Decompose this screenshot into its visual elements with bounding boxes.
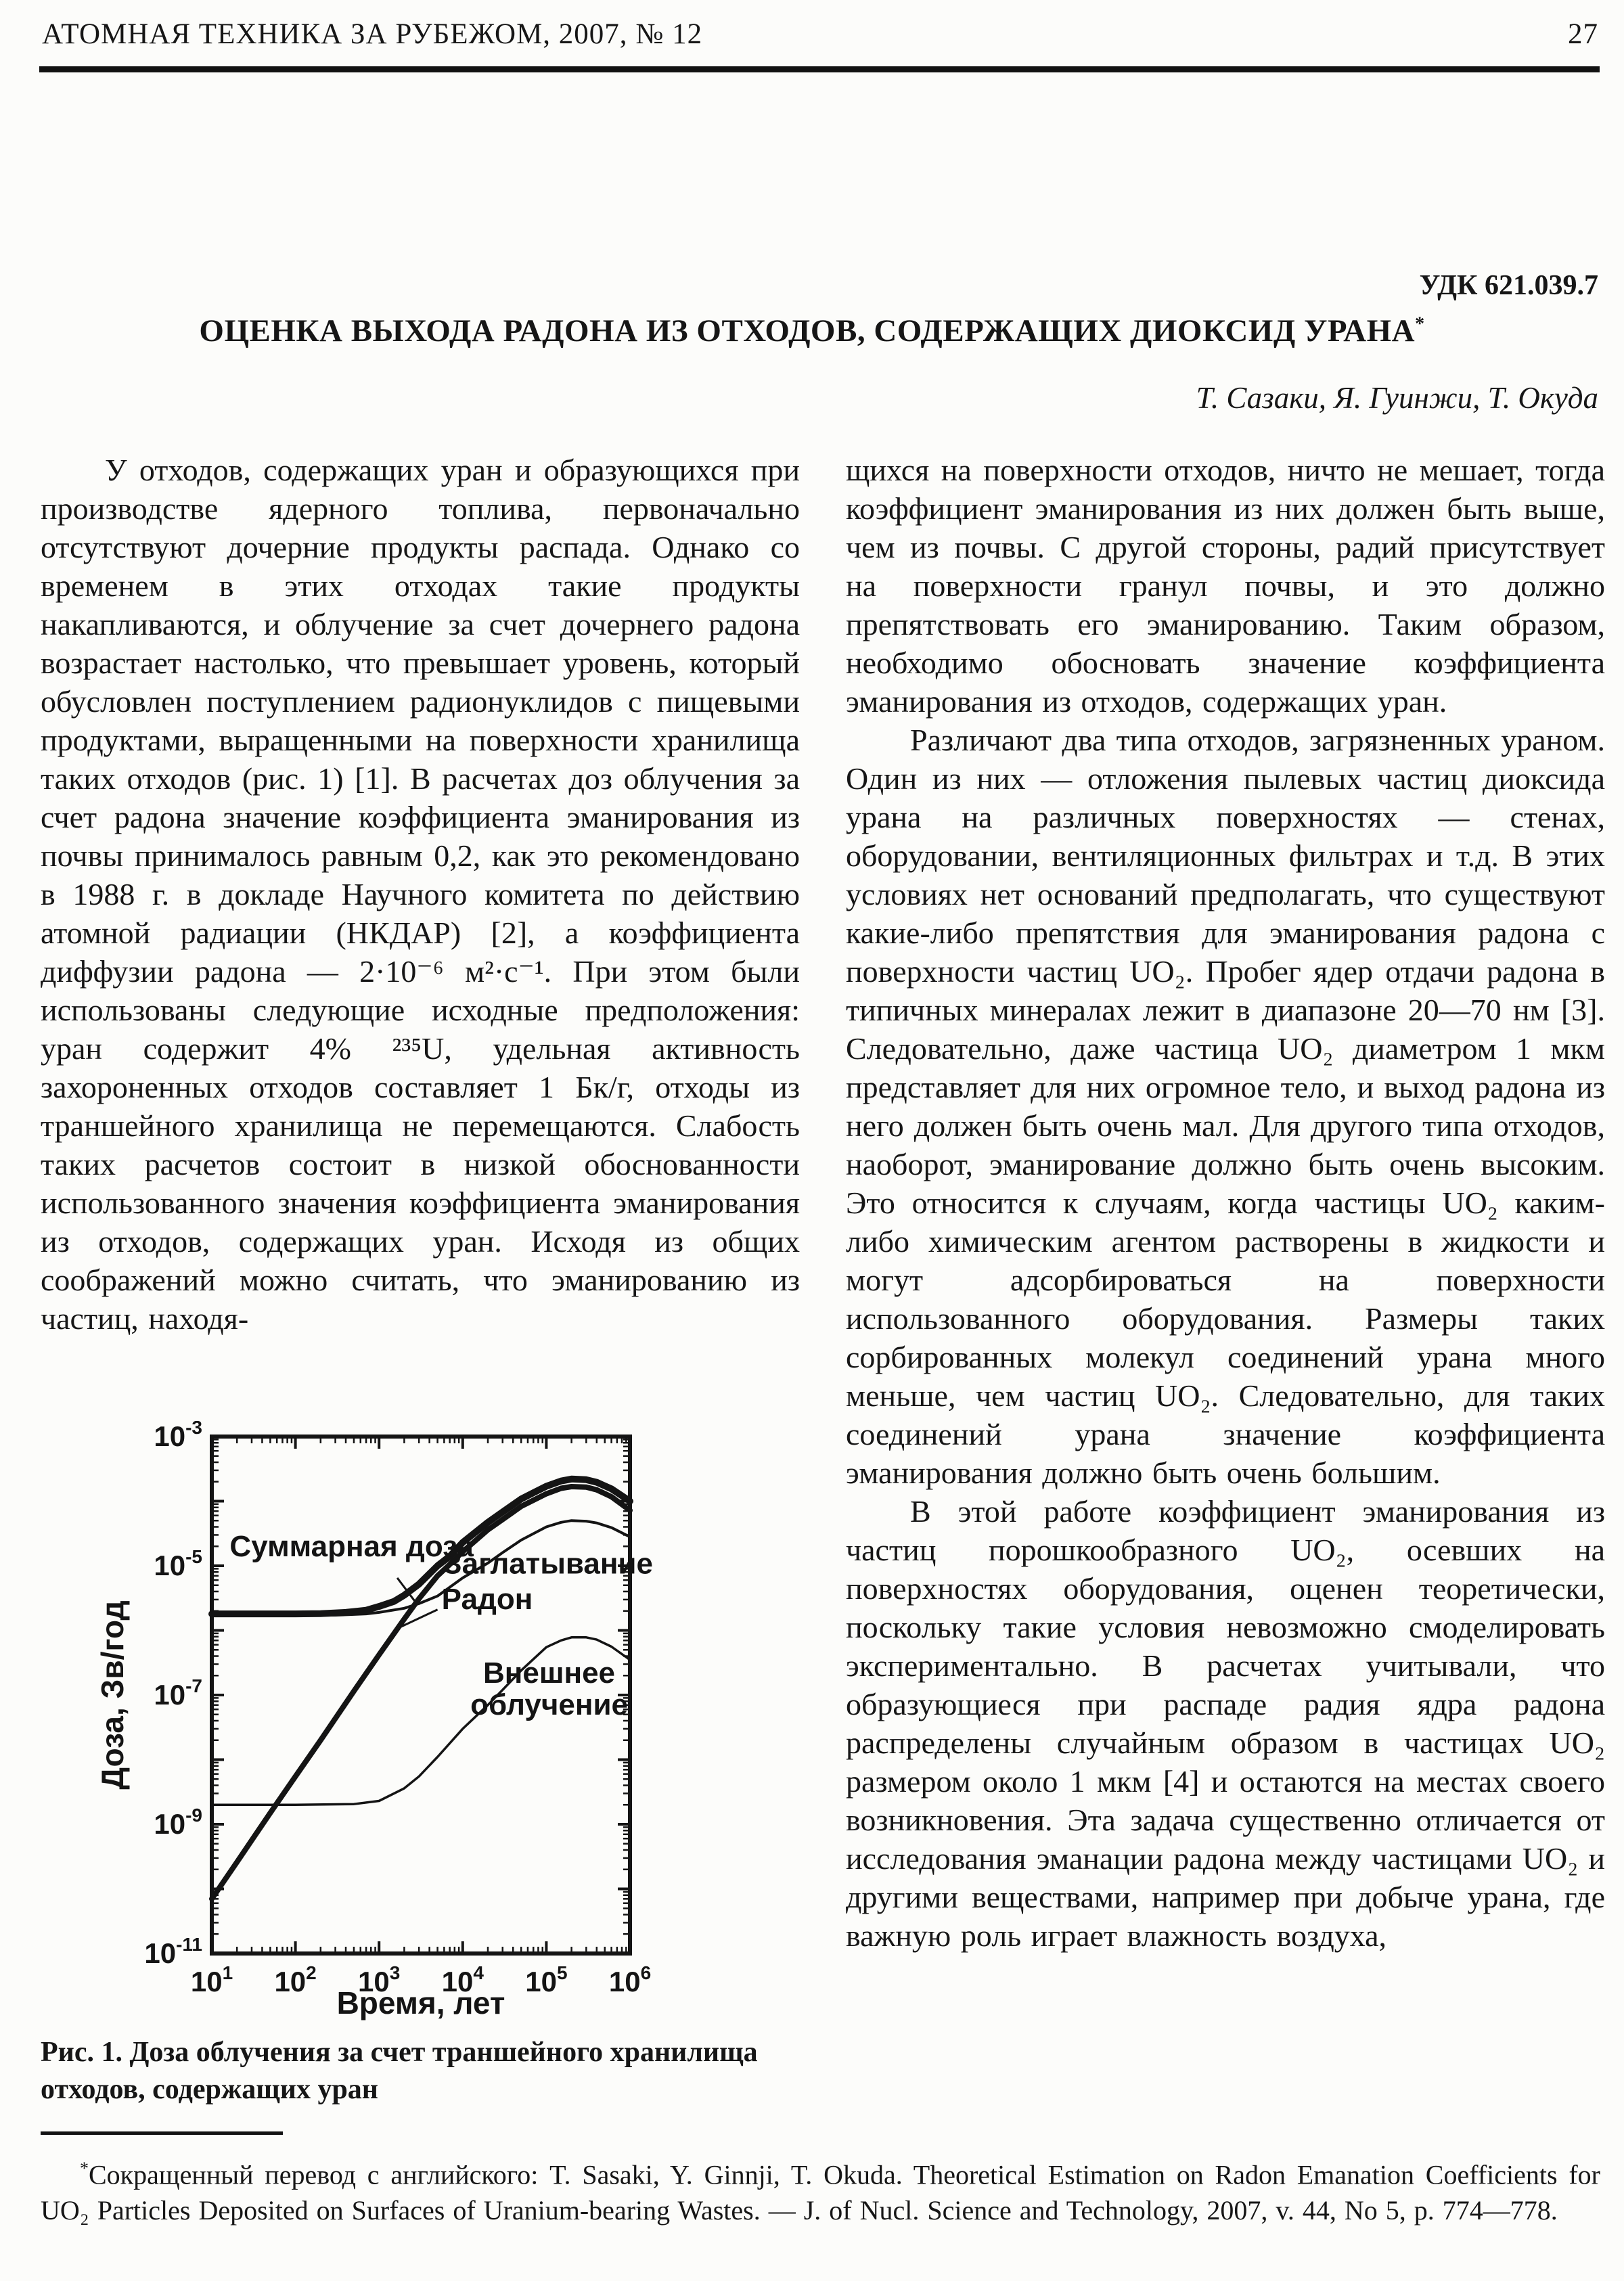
tick-label: 10-3 bbox=[154, 1421, 202, 1452]
tick-label: 105 bbox=[525, 1962, 567, 1997]
series-line-1 bbox=[209, 1484, 633, 1902]
series-line-3 bbox=[210, 1636, 631, 1807]
paragraph-continuation: щихся на поверхности отходов, ничто не м… bbox=[846, 453, 1605, 719]
annotation-leader-2 bbox=[395, 1608, 438, 1630]
page-number: 27 bbox=[1568, 18, 1598, 50]
udc-code: УДК 621.039.7 bbox=[1419, 270, 1598, 301]
x-axis-label: Время, лет bbox=[337, 1985, 505, 2020]
figure-caption: Рис. 1. Доза облучения за счет траншейно… bbox=[41, 2037, 758, 2105]
tick-label: 10-5 bbox=[154, 1546, 202, 1581]
annotation-label-2: Радон bbox=[442, 1583, 533, 1616]
paragraph-this-work: В этой работе коэффициент эманирования и… bbox=[846, 1494, 1605, 1953]
article-title-text: ОЦЕНКА ВЫХОДА РАДОНА ИЗ ОТХОДОВ, СОДЕРЖА… bbox=[199, 313, 1416, 348]
footnote-rule bbox=[41, 2131, 283, 2135]
tick-label: 102 bbox=[274, 1962, 316, 1997]
journal-title: АТОМНАЯ ТЕХНИКА ЗА РУБЕЖОМ, 2007, № 12 bbox=[42, 18, 703, 50]
footnote: *Сокращенный перевод с английского: T. S… bbox=[41, 2150, 1600, 2228]
annotation-label-3: Внешнее bbox=[483, 1656, 615, 1690]
series-line-0 bbox=[208, 1475, 633, 1618]
paragraph-waste-types: Различают два типа отходов, загрязненных… bbox=[846, 723, 1605, 1490]
y-axis-label: Доза, Зв/год bbox=[95, 1600, 130, 1789]
article-authors: Т. Сазаки, Я. Гуинжи, Т. Окуда bbox=[1196, 381, 1598, 415]
tick-label: 10-7 bbox=[154, 1675, 202, 1711]
tick-label: 106 bbox=[609, 1962, 651, 1997]
footnote-mark: * bbox=[80, 2159, 89, 2178]
column-left: У отходов, содержащих уран и образующихс… bbox=[41, 451, 800, 1338]
tick-label: 10-11 bbox=[144, 1934, 202, 1969]
title-footnote-mark: * bbox=[1415, 313, 1425, 335]
tick-label: 10-9 bbox=[154, 1805, 202, 1840]
header-rule bbox=[39, 66, 1600, 72]
running-head: АТОМНАЯ ТЕХНИКА ЗА РУБЕЖОМ, 2007, № 12 2… bbox=[42, 18, 1598, 51]
paragraph-intro: У отходов, содержащих уран и образующихс… bbox=[41, 453, 800, 1336]
annotation-label-0: Суммарная доза bbox=[229, 1530, 474, 1563]
footnote-text: Сокращенный перевод с английского: T. Sa… bbox=[41, 2159, 1600, 2226]
column-right: щихся на поверхности отходов, ничто не м… bbox=[846, 451, 1605, 1955]
annotation-label-3: облучение bbox=[470, 1688, 628, 1721]
annotation-leader-0 bbox=[396, 1577, 417, 1604]
article-title: ОЦЕНКА ВЫХОДА РАДОНА ИЗ ОТХОДОВ, СОДЕРЖА… bbox=[68, 313, 1556, 349]
series-line-2 bbox=[210, 1519, 631, 1617]
annotation-label-1: Заглатывание bbox=[443, 1547, 653, 1580]
tick-label: 101 bbox=[191, 1962, 233, 1997]
